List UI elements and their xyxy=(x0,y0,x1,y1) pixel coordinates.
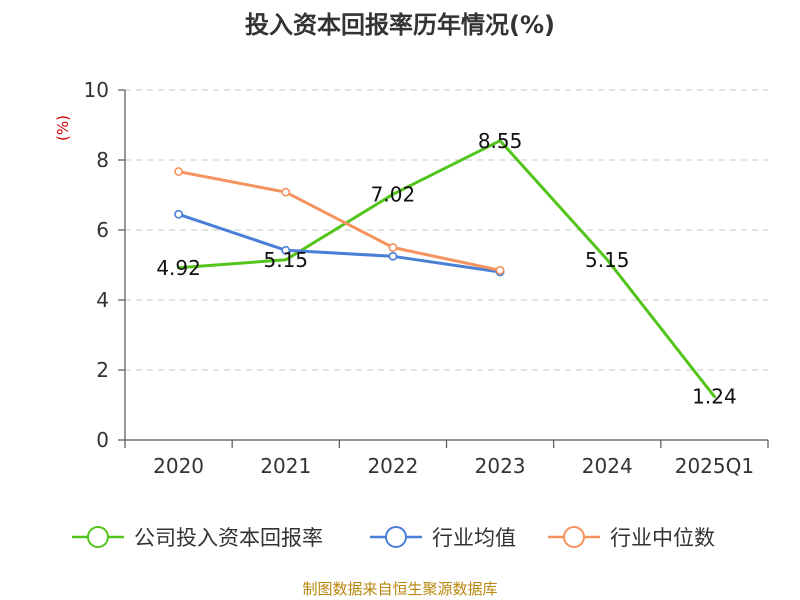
series-line xyxy=(177,170,502,272)
series-line xyxy=(177,212,502,274)
series-point xyxy=(281,187,291,197)
data-label: 1.24 xyxy=(692,385,737,409)
x-tick-label: 2020 xyxy=(153,454,204,478)
y-tick-label: 10 xyxy=(84,78,109,102)
series-line xyxy=(177,139,716,399)
data-label: 8.55 xyxy=(478,129,523,153)
axes: 0 2 4 6 8 10 2020 2021 2022 2023 2024 2025Q1 xyxy=(84,78,769,478)
grid-lines xyxy=(125,89,768,371)
series-point xyxy=(388,251,398,261)
series-point xyxy=(174,167,183,176)
legend-marker xyxy=(87,526,109,548)
x-tick-label: 2021 xyxy=(260,454,311,478)
y-tick-label: 8 xyxy=(96,148,109,172)
x-tick-label: 2025Q1 xyxy=(675,454,754,478)
y-unit-label: (%) xyxy=(54,115,72,141)
x-tick-label: 2023 xyxy=(475,454,526,478)
y-tick-label: 2 xyxy=(96,358,109,382)
x-tick-label: 2024 xyxy=(582,454,633,478)
series-point xyxy=(495,265,505,275)
data-label: 4.92 xyxy=(156,256,201,280)
legend-label: 公司投入资本回报率 xyxy=(134,526,323,550)
data-label: 5.15 xyxy=(585,248,630,272)
y-tick-label: 4 xyxy=(96,288,109,312)
data-labels: 4.92 5.15 7.02 8.55 5.15 1.24 xyxy=(156,129,736,409)
y-tick-label: 6 xyxy=(96,218,109,242)
legend: 公司投入资本回报率 行业均值 行业中位数 xyxy=(72,526,715,550)
series-point xyxy=(281,245,291,255)
series-point xyxy=(388,243,398,252)
plot-area xyxy=(174,139,716,399)
legend-label: 行业均值 xyxy=(432,526,516,550)
source-note: 制图数据来自恒生聚源数据库 xyxy=(302,580,497,598)
x-tick-label: 2022 xyxy=(367,454,418,478)
y-tick-label: 0 xyxy=(96,428,109,452)
data-label: 7.02 xyxy=(371,182,416,206)
chart-title: 投入资本回报率历年情况(%) xyxy=(245,11,555,39)
legend-label: 行业中位数 xyxy=(610,526,715,550)
legend-marker xyxy=(563,526,585,548)
data-label: 5.15 xyxy=(263,248,308,272)
legend-marker xyxy=(385,526,407,548)
series-point xyxy=(174,209,183,219)
